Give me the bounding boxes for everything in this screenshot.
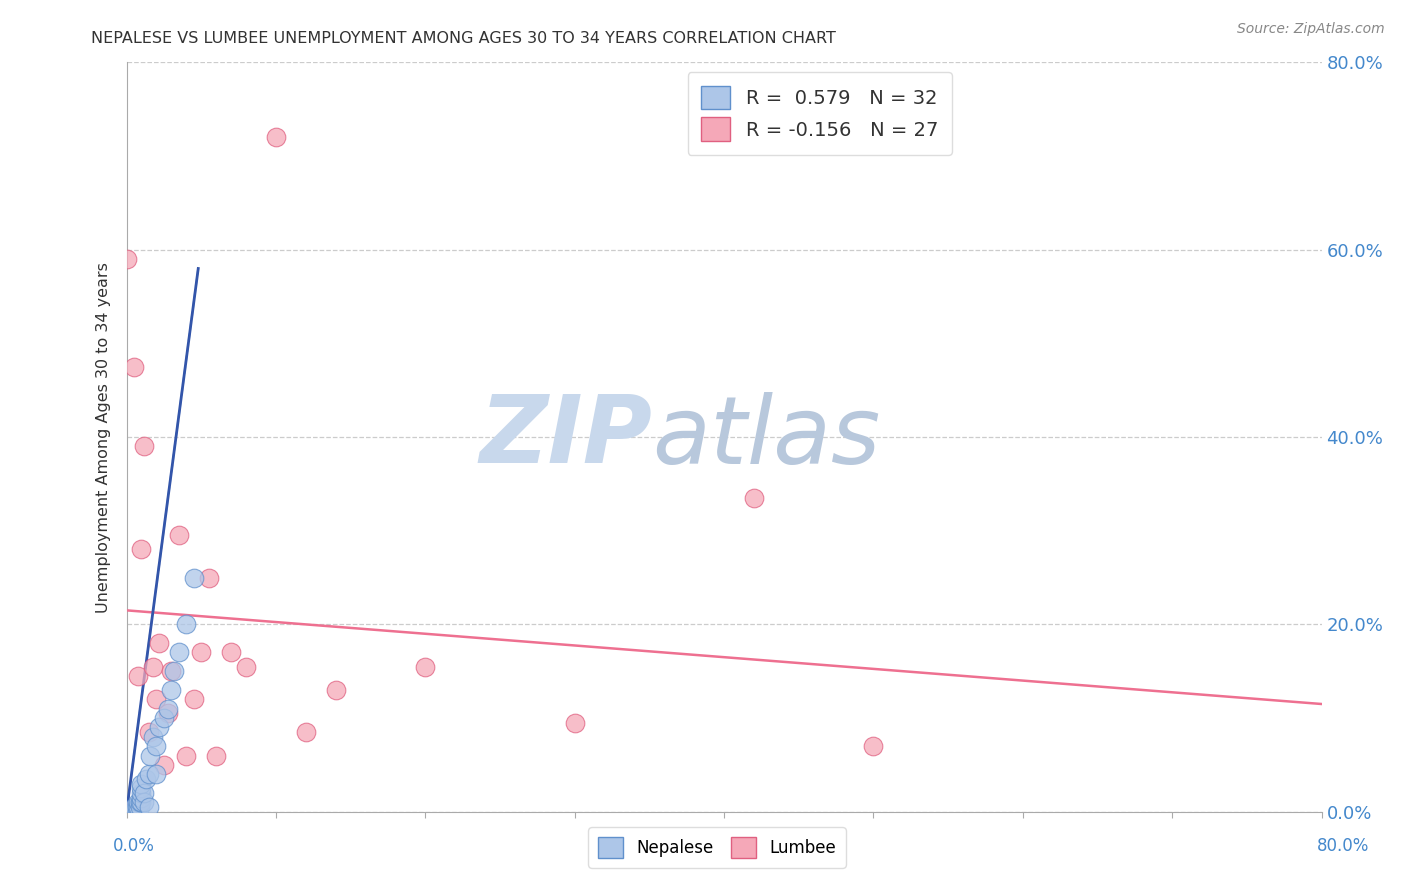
Point	[742, 491, 765, 505]
Point	[138, 767, 160, 781]
Text: 80.0%: 80.0%	[1316, 837, 1369, 855]
Point	[219, 646, 242, 660]
Point	[131, 776, 153, 791]
Legend: R =  0.579   N = 32, R = -0.156   N = 27: R = 0.579 N = 32, R = -0.156 N = 27	[688, 72, 952, 154]
Point	[167, 646, 190, 660]
Point	[183, 692, 205, 706]
Point	[145, 767, 167, 781]
Point	[134, 796, 156, 810]
Point	[294, 725, 316, 739]
Point	[131, 790, 153, 805]
Point	[131, 542, 153, 557]
Point	[131, 786, 153, 800]
Point	[174, 748, 197, 763]
Point	[564, 715, 586, 730]
Point	[862, 739, 884, 753]
Point	[125, 800, 148, 814]
Point	[157, 701, 180, 715]
Point	[122, 805, 145, 819]
Point	[142, 730, 165, 744]
Point	[138, 800, 160, 814]
Point	[153, 711, 176, 725]
Point	[135, 772, 157, 786]
Y-axis label: Unemployment Among Ages 30 to 34 years: Unemployment Among Ages 30 to 34 years	[96, 261, 111, 613]
Point	[157, 706, 180, 721]
Point	[415, 659, 437, 673]
Point	[139, 748, 162, 763]
Text: 0.0%: 0.0%	[112, 837, 155, 855]
Point	[129, 800, 152, 814]
Point	[145, 692, 167, 706]
Point	[134, 440, 156, 453]
Text: atlas: atlas	[652, 392, 880, 483]
Point	[325, 683, 347, 698]
Point	[160, 683, 183, 698]
Point	[197, 571, 219, 585]
Point	[138, 725, 160, 739]
Text: NEPALESE VS LUMBEE UNEMPLOYMENT AMONG AGES 30 TO 34 YEARS CORRELATION CHART: NEPALESE VS LUMBEE UNEMPLOYMENT AMONG AG…	[91, 31, 837, 46]
Point	[122, 805, 145, 819]
Point	[129, 796, 152, 810]
Legend: Nepalese, Lumbee: Nepalese, Lumbee	[588, 827, 846, 868]
Point	[125, 805, 148, 819]
Point	[145, 739, 167, 753]
Point	[163, 664, 186, 679]
Point	[122, 359, 145, 374]
Point	[235, 659, 257, 673]
Point	[160, 664, 183, 679]
Point	[148, 636, 170, 650]
Point	[205, 748, 228, 763]
Text: ZIP: ZIP	[479, 391, 652, 483]
Point	[131, 796, 153, 810]
Point	[115, 252, 138, 266]
Point	[183, 571, 205, 585]
Point	[148, 721, 170, 735]
Point	[174, 617, 197, 632]
Point	[122, 805, 145, 819]
Point	[264, 130, 287, 145]
Point	[167, 528, 190, 542]
Point	[153, 758, 176, 772]
Point	[190, 646, 212, 660]
Point	[127, 669, 149, 683]
Point	[134, 786, 156, 800]
Text: Source: ZipAtlas.com: Source: ZipAtlas.com	[1237, 22, 1385, 37]
Point	[127, 800, 149, 814]
Point	[122, 800, 145, 814]
Point	[131, 781, 153, 796]
Point	[142, 659, 165, 673]
Point	[127, 796, 149, 810]
